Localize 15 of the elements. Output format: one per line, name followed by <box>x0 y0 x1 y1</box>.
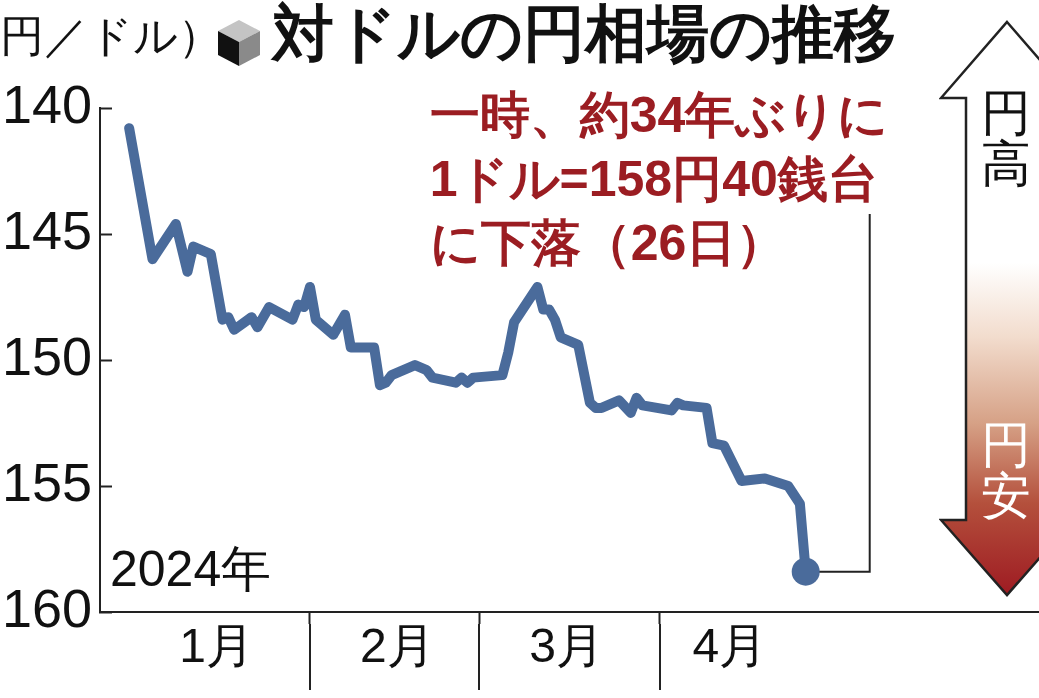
annotation: 一時、約34年ぶりに1ドル=158円40銭台に下落（26日） <box>429 86 889 271</box>
y-tick-label: 155 <box>1 451 92 512</box>
annotation: 円高 <box>980 85 1032 192</box>
y-tick-label: 140 <box>1 73 92 134</box>
y-axis-title: 円／ドル） <box>0 11 222 61</box>
chart-title: 対ドルの円相場の推移 <box>272 0 896 69</box>
x-tick-label: 4月 <box>692 619 768 673</box>
x-tick-label: 3月 <box>529 619 604 673</box>
annotation: 2024年 <box>110 540 272 597</box>
y-tick-label: 145 <box>1 199 92 260</box>
x-tick-label: 1月 <box>179 619 254 673</box>
y-tick-label: 160 <box>1 577 92 638</box>
x-tick-label: 2月 <box>360 619 435 673</box>
y-tick-label: 150 <box>1 325 92 386</box>
annotation: 円安 <box>980 417 1032 524</box>
